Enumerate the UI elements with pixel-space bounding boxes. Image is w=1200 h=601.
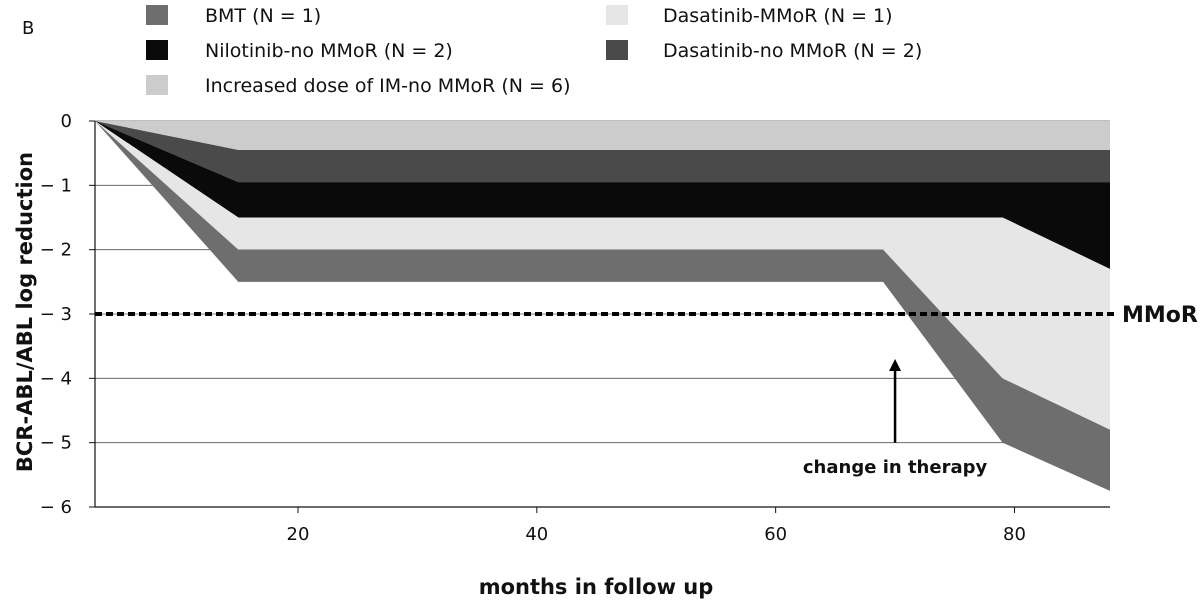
mmor-label: MMoR bbox=[1122, 303, 1198, 328]
x-axis-title: months in follow up bbox=[479, 575, 714, 599]
legend: BMT (N = 1) Dasatinib-MMoR (N = 1) Nilotin… bbox=[146, 5, 922, 97]
y-tick-label: − 6 bbox=[40, 497, 72, 518]
y-tick-label: − 4 bbox=[40, 368, 72, 389]
x-tick-label: 60 bbox=[764, 524, 787, 545]
y-axis-title: BCR-ABL/ABL log reduction bbox=[13, 152, 37, 472]
legend-swatch bbox=[606, 5, 628, 25]
series-band-3 bbox=[95, 121, 1110, 269]
series-band-2 bbox=[95, 121, 1110, 183]
legend-swatch bbox=[606, 40, 628, 60]
x-tick-label: 20 bbox=[287, 524, 310, 545]
legend-label: Dasatinib-MMoR (N = 1) bbox=[663, 5, 893, 27]
series-band-1 bbox=[95, 121, 1110, 150]
annotation-arrow-head bbox=[889, 359, 902, 372]
panel-label: B bbox=[22, 18, 34, 39]
x-tick-label: 80 bbox=[1003, 524, 1026, 545]
annotation-text: change in therapy bbox=[803, 457, 988, 478]
x-tick-label: 40 bbox=[525, 524, 548, 545]
legend-label: BMT (N = 1) bbox=[205, 5, 321, 27]
series-band-5 bbox=[95, 121, 1110, 491]
plot-area: 0 − 1 − 2 − 3 − 4 − 5 − 6 20 40 60 80 MMoR change in… bbox=[40, 111, 1198, 545]
legend-label: Increased dose of IM-no MMoR (N = 6) bbox=[205, 75, 571, 97]
y-tick-label: − 2 bbox=[40, 240, 72, 261]
y-tick-label: 0 bbox=[61, 111, 72, 132]
legend-swatch bbox=[146, 40, 168, 60]
legend-label: Dasatinib-no MMoR (N = 2) bbox=[663, 40, 922, 62]
legend-swatch bbox=[146, 5, 168, 25]
legend-label: Nilotinib-no MMoR (N = 2) bbox=[205, 40, 453, 62]
legend-swatch bbox=[146, 75, 168, 95]
y-tick-label: − 5 bbox=[40, 433, 72, 454]
y-tick-label: − 1 bbox=[40, 175, 72, 196]
y-tick-label: − 3 bbox=[40, 304, 72, 325]
